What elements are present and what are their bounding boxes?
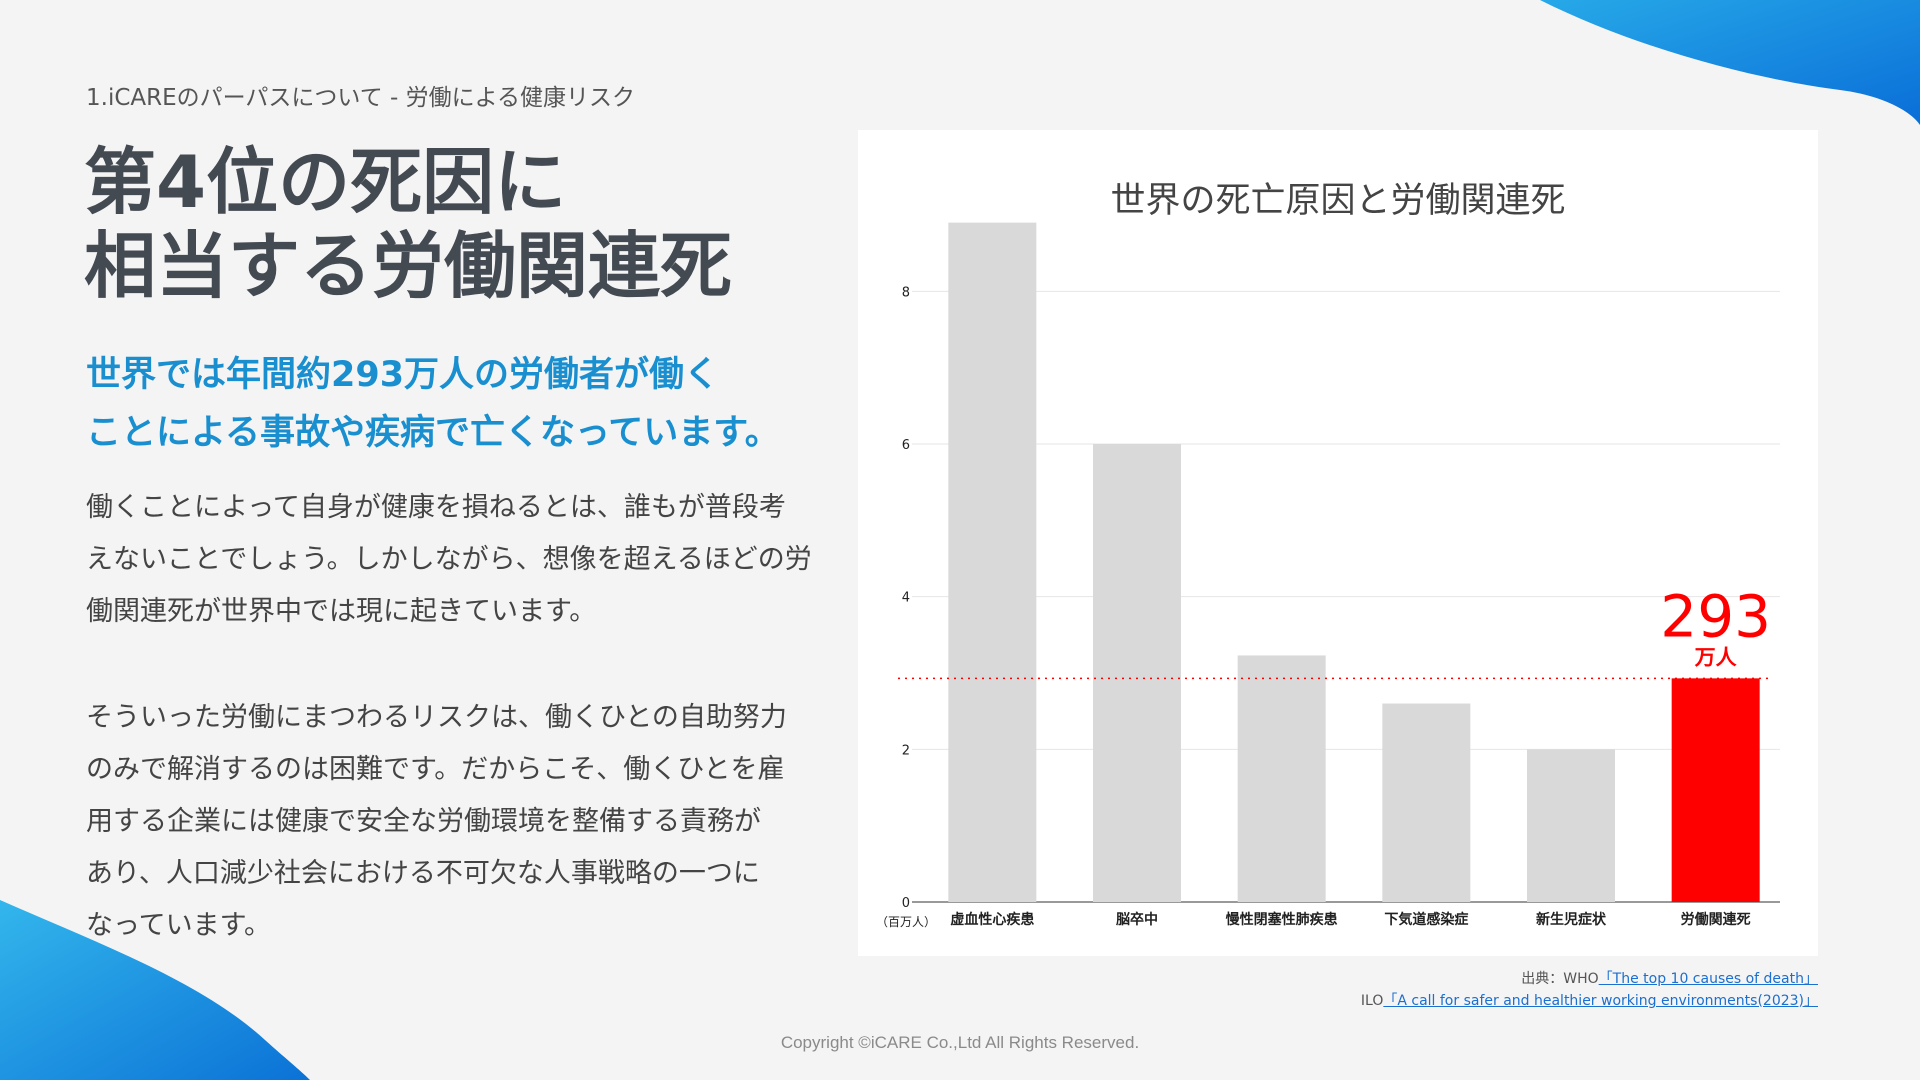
chart-title: 世界の死亡原因と労働関連死 (1110, 181, 1565, 221)
paragraph-line: 働くことによって自身が健康を損ねるとは、誰もが普段考 (86, 492, 786, 523)
x-category-label: 慢性閉塞性肺疾患 (1226, 911, 1338, 928)
y-tick-label: 8 (902, 285, 910, 300)
lead-line: ことによる事故や疾病で亡くなっています。 (86, 413, 780, 453)
breadcrumb: 1.iCAREのパーパスについて - 労働による健康リスク (86, 85, 635, 111)
x-category-label: 新生児症状 (1536, 911, 1607, 928)
y-tick-label: 0 (902, 896, 910, 911)
highlight-unit-label: 万人 (1694, 645, 1737, 669)
source-prefix: ILO (1360, 993, 1384, 1009)
paragraph-line: なっています。 (86, 910, 271, 941)
x-category-label: 虚血性心疾患 (950, 911, 1034, 928)
bar (1093, 444, 1181, 902)
y-unit-label: （百万人） (876, 915, 936, 929)
y-tick-label: 6 (902, 438, 910, 453)
lead-statement: 世界では年間約293万人の労働者が働く ことによる事故や疾病で亡くなっています。 (86, 346, 846, 462)
paragraph-line: そういった労働にまつわるリスクは、働くひとの自助努力 (86, 702, 787, 733)
bar-highlight (1671, 678, 1760, 902)
bar (1382, 703, 1471, 902)
x-category-label: 脳卒中 (1116, 911, 1158, 928)
bottom-left-wave (0, 900, 310, 1080)
chart-card: 世界の死亡原因と労働関連死 0 2 4 6 8 （百万人） 虚血性心疾患 脳卒中 慢性閉塞性肺疾… (858, 130, 1818, 956)
paragraph-line: 用する企業には健康で安全な労働環境を整備する責務が (86, 806, 761, 837)
paragraph-line: あり、人口減少社会における不可欠な人事戦略の一つに (86, 858, 760, 889)
paragraph-line: えないことでしょう。しかしながら、想像を超えるほどの労 (86, 544, 812, 575)
source-prefix: 出典：WHO (1521, 971, 1599, 987)
lead-line: 世界では年間約293万人の労働者が働く (86, 355, 720, 395)
page-title-line: 第4位の死因に (84, 140, 567, 224)
who-source-link[interactable]: 「The top 10 causes of death」 (1598, 971, 1818, 987)
x-category-label: 下気道感染症 (1384, 911, 1468, 928)
top-right-wave (1540, 0, 1920, 125)
page-title-line: 相当する労働関連死 (84, 224, 733, 308)
copyright: Copyright ©iCARE Co.,Ltd All Rights Rese… (780, 1033, 1140, 1052)
bar (1527, 749, 1615, 902)
ilo-source-link[interactable]: 「A call for safer and healthier working … (1383, 993, 1818, 1009)
source-line-1: 出典：WHO「The top 10 causes of death」 (1361, 968, 1818, 990)
source-line-2: ILO「A call for safer and healthier worki… (1361, 990, 1818, 1012)
bar-chart: 世界の死亡原因と労働関連死 0 2 4 6 8 （百万人） 虚血性心疾患 脳卒中 慢性閉塞性肺疾… (876, 181, 1780, 929)
page-title: 第4位の死因に 相当する労働関連死 (84, 140, 844, 308)
paragraph-line: のみで解消するのは困難です。だからこそ、働くひとを雇 (86, 754, 785, 785)
source-citation: 出典：WHO「The top 10 causes of death」 ILO「A… (1361, 968, 1818, 1012)
paragraph-line: 働関連死が世界中では現に起きています。 (86, 596, 597, 627)
highlight-value-label: 293 (1660, 582, 1771, 650)
bar (948, 222, 1037, 903)
body-paragraph-1: 働くことによって自身が健康を損ねるとは、誰もが普段考 えないことでしょう。しかし… (86, 482, 846, 638)
x-category-label: 労働関連死 (1681, 911, 1751, 928)
bar (1237, 655, 1326, 902)
y-tick-label: 4 (902, 591, 910, 606)
body-paragraph-2: そういった労働にまつわるリスクは、働くひとの自助努力 のみで解消するのは困難です… (86, 692, 846, 952)
y-tick-label: 2 (902, 743, 910, 758)
